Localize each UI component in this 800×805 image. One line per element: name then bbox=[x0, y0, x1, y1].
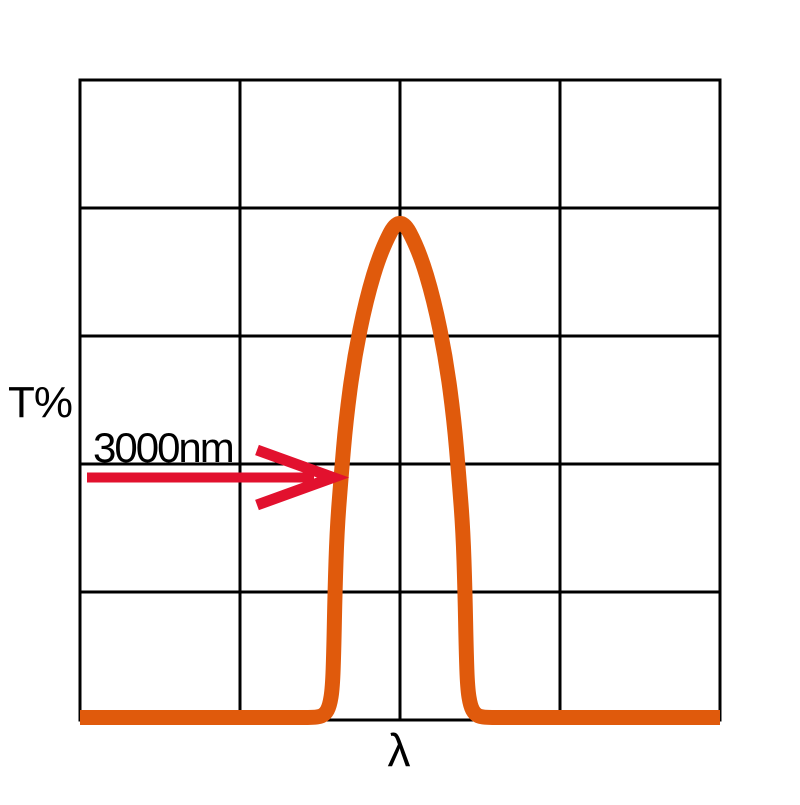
annotation-label: 3000nm bbox=[93, 424, 233, 471]
y-axis-label: T% bbox=[8, 378, 72, 427]
annotation-arrow bbox=[87, 444, 350, 511]
arrow-head-chevron bbox=[255, 444, 350, 511]
grid-lines bbox=[78, 78, 722, 722]
transmission-curve bbox=[79, 216, 720, 725]
x-axis-label: λ bbox=[388, 724, 411, 776]
